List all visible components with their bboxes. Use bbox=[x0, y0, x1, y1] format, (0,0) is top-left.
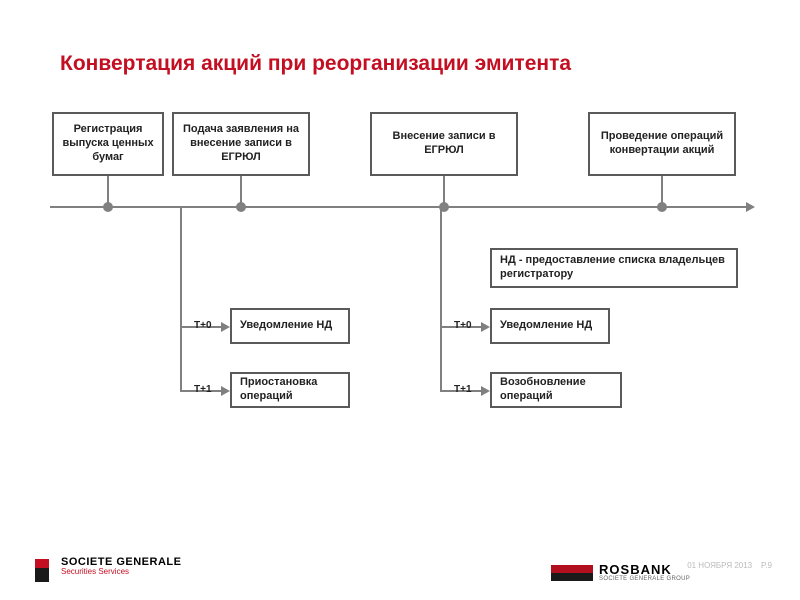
footer-date: 01 НОЯБРЯ 2013 bbox=[687, 561, 752, 570]
sg-main-label: SOCIETE GENERALE bbox=[61, 557, 181, 568]
time-label-2: T+0 bbox=[454, 320, 472, 331]
rb-main-label: ROSBANK bbox=[599, 563, 690, 576]
footer: SOCIETE GENERALE Securities Services ROS… bbox=[0, 542, 800, 582]
rb-logo: ROSBANK SOCIETE GENERALE GROUP bbox=[551, 563, 690, 582]
bottom-box-3: Возобновление операций bbox=[490, 372, 622, 408]
top-box-0: Регистрация выпуска ценных бумаг bbox=[52, 112, 164, 176]
top-box-1: Подача заявления на внесение записи в ЕГ… bbox=[172, 112, 310, 176]
sg-logo: SOCIETE GENERALE Securities Services bbox=[35, 550, 181, 582]
bottom-box-1: Приостановка операций bbox=[230, 372, 350, 408]
branch-arrowhead-1-0 bbox=[481, 322, 490, 332]
tick-3 bbox=[661, 176, 663, 206]
timeline-axis bbox=[50, 206, 746, 208]
branch-vertical-0 bbox=[180, 206, 182, 390]
tick-2 bbox=[443, 176, 445, 206]
sg-sub-label: Securities Services bbox=[61, 568, 181, 576]
time-label-3: T+1 bbox=[454, 384, 472, 395]
note-box: НД - предоставление списка владельцев ре… bbox=[490, 248, 738, 288]
footer-meta: 01 НОЯБРЯ 2013 P.9 bbox=[687, 561, 772, 570]
branch-arrowhead-0-0 bbox=[221, 322, 230, 332]
tick-1 bbox=[240, 176, 242, 206]
rb-sub-label: SOCIETE GENERALE GROUP bbox=[599, 576, 690, 582]
branch-vertical-1 bbox=[440, 206, 442, 390]
tick-0 bbox=[107, 176, 109, 206]
bottom-box-2: Уведомление НД bbox=[490, 308, 610, 344]
branch-arrowhead-0-1 bbox=[221, 386, 230, 396]
slide-title: Конвертация акций при реорганизации эмит… bbox=[60, 52, 571, 76]
top-box-2: Внесение записи в ЕГРЮЛ bbox=[370, 112, 518, 176]
time-label-1: T+1 bbox=[194, 384, 212, 395]
timeline-arrowhead bbox=[746, 202, 755, 212]
bottom-box-0: Уведомление НД bbox=[230, 308, 350, 344]
branch-arrowhead-1-1 bbox=[481, 386, 490, 396]
time-label-0: T+0 bbox=[194, 320, 212, 331]
top-box-3: Проведение операций конвертации акций bbox=[588, 112, 736, 176]
footer-page: P.9 bbox=[761, 561, 772, 570]
